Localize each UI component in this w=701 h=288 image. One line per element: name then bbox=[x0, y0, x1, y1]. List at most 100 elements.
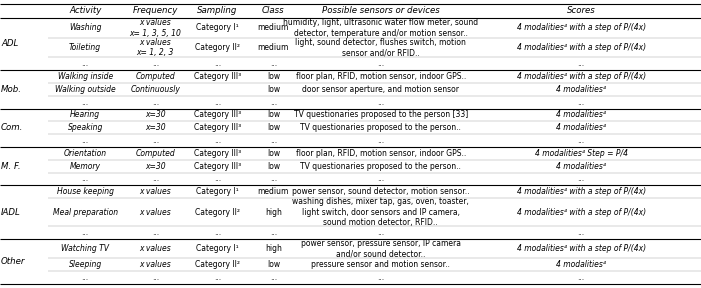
Text: low: low bbox=[267, 149, 280, 158]
Text: Sampling: Sampling bbox=[197, 6, 238, 15]
Text: 4 modalities⁴ Step = P/4: 4 modalities⁴ Step = P/4 bbox=[535, 149, 627, 158]
Text: washing dishes, mixer tap, gas, oven, toaster,
light switch, door sensors and IP: washing dishes, mixer tap, gas, oven, to… bbox=[292, 197, 469, 227]
Text: ...: ... bbox=[270, 175, 277, 183]
Text: Memory: Memory bbox=[69, 162, 101, 171]
Text: ...: ... bbox=[151, 273, 159, 282]
Text: ...: ... bbox=[578, 228, 585, 237]
Text: TV questionaries proposed to the person..: TV questionaries proposed to the person.… bbox=[300, 162, 461, 171]
Text: Category II²: Category II² bbox=[195, 260, 240, 269]
Text: ...: ... bbox=[214, 175, 221, 183]
Text: ...: ... bbox=[81, 136, 89, 145]
Text: ...: ... bbox=[270, 228, 277, 237]
Text: x values: x values bbox=[139, 244, 171, 253]
Text: TV questionaries proposed to the person..: TV questionaries proposed to the person.… bbox=[300, 123, 461, 132]
Text: high: high bbox=[265, 244, 282, 253]
Text: Class: Class bbox=[262, 6, 285, 15]
Text: ...: ... bbox=[151, 98, 159, 107]
Text: 4 modalities⁴: 4 modalities⁴ bbox=[556, 260, 606, 269]
Text: Category II²: Category II² bbox=[195, 208, 240, 217]
Text: x=30: x=30 bbox=[145, 110, 165, 120]
Text: 4 modalities⁴: 4 modalities⁴ bbox=[556, 110, 606, 120]
Text: 4 modalities⁴: 4 modalities⁴ bbox=[556, 85, 606, 94]
Text: Computed: Computed bbox=[135, 149, 175, 158]
Text: ...: ... bbox=[578, 175, 585, 183]
Text: Washing: Washing bbox=[69, 23, 102, 32]
Text: ...: ... bbox=[214, 136, 221, 145]
Text: Walking outside: Walking outside bbox=[55, 85, 116, 94]
Text: x values
x= 1, 3, 5, 10: x values x= 1, 3, 5, 10 bbox=[129, 18, 182, 37]
Text: ...: ... bbox=[377, 228, 384, 237]
Text: power sensor, sound detector, motion sensor..: power sensor, sound detector, motion sen… bbox=[292, 187, 470, 196]
Text: ...: ... bbox=[578, 98, 585, 107]
Text: Com.: Com. bbox=[1, 123, 23, 132]
Text: low: low bbox=[267, 85, 280, 94]
Text: ...: ... bbox=[214, 98, 221, 107]
Text: ...: ... bbox=[270, 273, 277, 282]
Text: low: low bbox=[267, 110, 280, 120]
Text: Category III³: Category III³ bbox=[193, 72, 241, 81]
Text: Walking inside: Walking inside bbox=[57, 72, 113, 81]
Text: ...: ... bbox=[214, 273, 221, 282]
Text: 4 modalities⁴ with a step of P/(4x): 4 modalities⁴ with a step of P/(4x) bbox=[517, 244, 646, 253]
Text: 4 modalities⁴: 4 modalities⁴ bbox=[556, 162, 606, 171]
Text: Meal preparation: Meal preparation bbox=[53, 208, 118, 217]
Text: Category II²: Category II² bbox=[195, 43, 240, 52]
Text: light, sound detector, flushes switch, motion
sensor and/or RFID..: light, sound detector, flushes switch, m… bbox=[295, 37, 466, 57]
Text: ...: ... bbox=[377, 59, 384, 68]
Text: low: low bbox=[267, 72, 280, 81]
Text: low: low bbox=[267, 260, 280, 269]
Text: ...: ... bbox=[151, 59, 159, 68]
Text: medium: medium bbox=[258, 43, 289, 52]
Text: x=30: x=30 bbox=[145, 123, 165, 132]
Text: medium: medium bbox=[258, 23, 289, 32]
Text: floor plan, RFID, motion sensor, indoor GPS..: floor plan, RFID, motion sensor, indoor … bbox=[296, 149, 465, 158]
Text: ...: ... bbox=[578, 59, 585, 68]
Text: ...: ... bbox=[81, 175, 89, 183]
Text: ...: ... bbox=[81, 98, 89, 107]
Text: Orientation: Orientation bbox=[64, 149, 107, 158]
Text: 4 modalities⁴: 4 modalities⁴ bbox=[556, 123, 606, 132]
Text: Continuously: Continuously bbox=[130, 85, 180, 94]
Text: floor plan, RFID, motion sensor, indoor GPS..: floor plan, RFID, motion sensor, indoor … bbox=[296, 72, 465, 81]
Text: Category I¹: Category I¹ bbox=[196, 187, 238, 196]
Text: ...: ... bbox=[151, 175, 159, 183]
Text: ...: ... bbox=[377, 98, 384, 107]
Text: ...: ... bbox=[377, 136, 384, 145]
Text: ...: ... bbox=[578, 273, 585, 282]
Text: high: high bbox=[265, 208, 282, 217]
Text: ...: ... bbox=[377, 273, 384, 282]
Text: Other: Other bbox=[1, 257, 25, 266]
Text: power sensor, pressure sensor, IP camera
and/or sound detector..: power sensor, pressure sensor, IP camera… bbox=[301, 239, 461, 258]
Text: ...: ... bbox=[81, 59, 89, 68]
Text: ...: ... bbox=[214, 228, 221, 237]
Text: Mob.: Mob. bbox=[1, 85, 22, 94]
Text: ...: ... bbox=[270, 136, 277, 145]
Text: Computed: Computed bbox=[135, 72, 175, 81]
Text: ...: ... bbox=[81, 228, 89, 237]
Text: Watching TV: Watching TV bbox=[61, 244, 109, 253]
Text: x values: x values bbox=[139, 260, 171, 269]
Text: Category III³: Category III³ bbox=[193, 149, 241, 158]
Text: x values: x values bbox=[139, 187, 171, 196]
Text: TV questionaries proposed to the person [33]: TV questionaries proposed to the person … bbox=[294, 110, 468, 120]
Text: Sleeping: Sleeping bbox=[69, 260, 102, 269]
Text: low: low bbox=[267, 162, 280, 171]
Text: x values: x values bbox=[139, 208, 171, 217]
Text: Speaking: Speaking bbox=[67, 123, 103, 132]
Text: House keeping: House keeping bbox=[57, 187, 114, 196]
Text: door sensor aperture, and motion sensor: door sensor aperture, and motion sensor bbox=[302, 85, 459, 94]
Text: ...: ... bbox=[578, 136, 585, 145]
Text: Hearing: Hearing bbox=[70, 110, 100, 120]
Text: Frequency: Frequency bbox=[132, 6, 178, 15]
Text: Activity: Activity bbox=[69, 6, 102, 15]
Text: medium: medium bbox=[258, 187, 289, 196]
Text: Category I¹: Category I¹ bbox=[196, 23, 238, 32]
Text: Possible sensors or devices: Possible sensors or devices bbox=[322, 6, 440, 15]
Text: M. F.: M. F. bbox=[1, 162, 20, 171]
Text: pressure sensor and motion sensor..: pressure sensor and motion sensor.. bbox=[311, 260, 450, 269]
Text: IADL: IADL bbox=[1, 208, 21, 217]
Text: Category III³: Category III³ bbox=[193, 162, 241, 171]
Text: low: low bbox=[267, 123, 280, 132]
Text: 4 modalities⁴ with a step of P/(4x): 4 modalities⁴ with a step of P/(4x) bbox=[517, 43, 646, 52]
Text: 4 modalities⁴ with a step of P/(4x): 4 modalities⁴ with a step of P/(4x) bbox=[517, 187, 646, 196]
